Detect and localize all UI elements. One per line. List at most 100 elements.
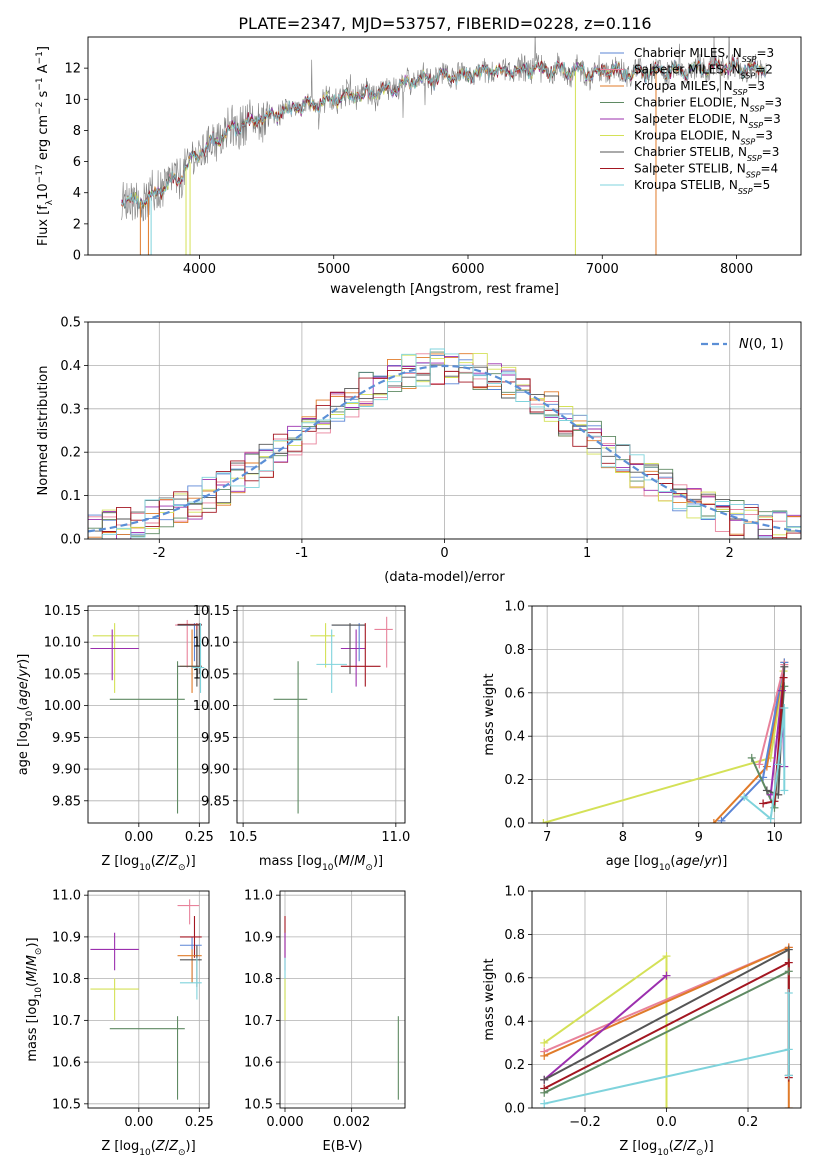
normal-curve <box>88 364 801 533</box>
y-tick-label: 0.4 <box>60 359 81 374</box>
x-tick-label: 0.2 <box>738 1115 759 1130</box>
y-tick-label: 1.0 <box>504 600 525 615</box>
x-tick-label: 7000 <box>586 262 619 277</box>
y-tick-label: 10.10 <box>193 636 230 651</box>
panel-spectrum: 4000 5000 6000 7000 8000 0 2 4 6 8 10 12 Chabrier MI… <box>35 36 802 297</box>
axes-frame <box>87 321 802 540</box>
panel-age_vs_Z: 0.00 0.25 9.85 9.90 9.95 10.00 10.05 10.10 10.15… <box>16 604 214 873</box>
x-tick-label: 0.002 <box>333 1115 370 1130</box>
y-tick-label: 0.1 <box>60 489 81 504</box>
y-tick-label: 9.85 <box>52 794 81 809</box>
legend-label: Salpeter STELIB, NSSP=4 <box>634 162 778 180</box>
panel-age_vs_mass: 10.5 11.0 9.85 9.90 9.95 10.00 10.05 10.10 10.15… <box>193 604 411 873</box>
panel-weight_vs_age: 7 8 9 10 0.0 0.2 0.4 0.6 0.8 1.0 age [log10(age/yr… <box>482 600 802 873</box>
y-axis-label: mass weight <box>482 673 497 755</box>
y-tick-label: 0.2 <box>504 773 525 788</box>
y-tick-label: 0.0 <box>504 1102 525 1117</box>
x-tick-label: 0.000 <box>266 1115 303 1130</box>
y-tick-label: 10.00 <box>44 699 81 714</box>
legend-label: Salpeter ELODIE, NSSP=3 <box>634 112 781 130</box>
y-tick-label: 0.3 <box>60 402 81 417</box>
figure-title: PLATE=2347, MJD=53757, FIBERID=0228, z=0… <box>238 14 651 33</box>
axes-frame <box>531 605 802 824</box>
x-tick-label: 8000 <box>720 262 753 277</box>
legend-label: Chabrier MILES, NSSP=3 <box>634 46 774 64</box>
y-tick-label: 9.90 <box>52 763 81 778</box>
y-tick-label: 10.15 <box>193 604 230 619</box>
weight-line <box>758 664 786 765</box>
y-tick-label: 10.8 <box>244 972 273 987</box>
axes-frame <box>531 890 802 1109</box>
y-tick-label: 0.0 <box>504 817 525 832</box>
plot-area <box>88 891 209 1108</box>
y-axis-label: Flux [fλ10−17 erg cm−2 s−1 A−1] <box>35 46 55 246</box>
x-tick-label: 4000 <box>183 262 216 277</box>
x-tick-label: 0.25 <box>185 830 214 845</box>
x-tick-label: 6000 <box>451 262 484 277</box>
axes-frame <box>87 890 210 1109</box>
x-axis-label: Z [log10(Z/Z⊙)] <box>101 854 195 873</box>
y-tick-label: 10.05 <box>193 667 230 682</box>
panel-mass_vs_Z: 0.00 0.25 10.5 10.6 10.7 10.8 10.9 11.0 Z [log10… <box>25 889 214 1158</box>
y-tick-label: 1.0 <box>504 885 525 900</box>
y-tick-label: 0.4 <box>504 1015 525 1030</box>
plot-area <box>88 322 801 539</box>
x-tick-label: -2 <box>153 546 166 561</box>
y-tick-label: 12 <box>64 62 81 77</box>
x-tick-label: 0.0 <box>656 1115 677 1130</box>
legend-label: Salpeter MILES, NSSP=2 <box>634 63 773 81</box>
x-axis-label: wavelength [Angstrom, rest frame] <box>330 282 559 297</box>
y-tick-label: 8 <box>73 124 81 139</box>
x-tick-label: 9 <box>695 830 703 845</box>
y-tick-label: 0 <box>73 249 81 264</box>
x-tick-label: 1 <box>583 546 591 561</box>
y-tick-label: 10.5 <box>52 1097 81 1112</box>
y-tick-label: 10.6 <box>52 1056 81 1071</box>
legend-label: Kroupa MILES, NSSP=3 <box>634 79 765 97</box>
histogram-step <box>88 368 801 539</box>
x-axis-label: age [log10(age/yr)] <box>606 854 728 873</box>
x-tick-label: 11.0 <box>381 830 410 845</box>
panel-mass_vs_EBV: 0.000 0.002 10.5 10.6 10.7 10.8 10.9 11.0 <box>244 889 406 1130</box>
x-axis-label: (data-model)/error <box>384 570 505 585</box>
y-tick-label: 10.9 <box>52 930 81 945</box>
x-axis-label: Z [log10(Z/Z⊙)] <box>619 1139 713 1158</box>
x-axis-label: E(B-V) <box>322 1139 362 1154</box>
y-tick-label: 10.7 <box>244 1014 273 1029</box>
legend-label: Kroupa STELIB, NSSP=5 <box>634 178 770 196</box>
x-tick-label: 8 <box>619 830 627 845</box>
model-line <box>121 56 767 209</box>
legend-label: Chabrier ELODIE, NSSP=3 <box>634 96 782 114</box>
y-axis-label: age [log10(age/yr)] <box>16 654 35 776</box>
axes-frame <box>279 890 406 1109</box>
plot-area <box>121 37 767 255</box>
y-tick-label: 0.6 <box>504 971 525 986</box>
x-tick-label: −0.2 <box>569 1115 601 1130</box>
x-tick-label: 0.00 <box>124 830 153 845</box>
legend-label: Kroupa ELODIE, NSSP=3 <box>634 129 773 147</box>
y-tick-label: 10.6 <box>244 1056 273 1071</box>
x-tick-label: 10 <box>766 830 783 845</box>
y-tick-label: 0.0 <box>60 533 81 548</box>
x-axis-label: Z [log10(Z/Z⊙)] <box>101 1139 195 1158</box>
histogram-step <box>88 348 801 539</box>
x-tick-label: 0.25 <box>185 1115 214 1130</box>
y-tick-label: 0.8 <box>504 643 525 658</box>
y-tick-label: 10.00 <box>193 699 230 714</box>
y-tick-label: 10 <box>64 93 81 108</box>
weight-line <box>543 992 790 1105</box>
plot-area <box>280 891 405 1108</box>
legend-label: N(0, 1) <box>739 337 784 352</box>
legend-label: Chabrier STELIB, NSSP=3 <box>634 145 779 163</box>
y-tick-label: 9.90 <box>201 763 230 778</box>
y-tick-label: 9.95 <box>201 731 230 746</box>
x-tick-label: 10.5 <box>229 830 258 845</box>
y-tick-label: 9.95 <box>52 731 81 746</box>
plot-area <box>532 891 801 1108</box>
y-tick-label: 10.15 <box>44 604 81 619</box>
x-axis-label: mass [log10(M/M⊙)] <box>259 854 383 873</box>
y-tick-label: 10.9 <box>244 930 273 945</box>
x-tick-label: -1 <box>295 546 308 561</box>
y-tick-label: 11.0 <box>244 889 273 904</box>
